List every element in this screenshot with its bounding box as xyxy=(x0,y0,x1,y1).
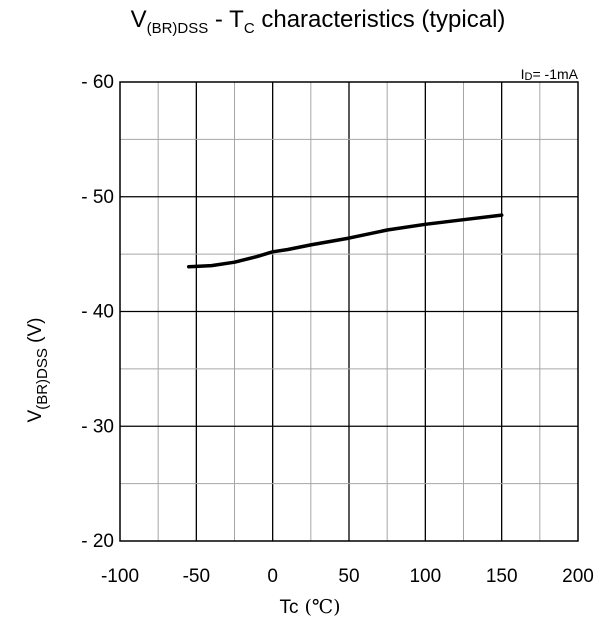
series-layer xyxy=(186,213,504,269)
y-tick-label: - 40 xyxy=(81,302,114,323)
x-axis-label: Tc (℃) xyxy=(279,596,340,618)
x-tick-label: -50 xyxy=(183,566,210,587)
y-tick-label: - 50 xyxy=(81,187,114,208)
x-tick-label: -100 xyxy=(101,566,139,587)
plot-area xyxy=(119,81,579,542)
x-tick-label: 50 xyxy=(338,566,359,587)
y-tick-labels: - 60 - 50 - 40 - 30 - 20 xyxy=(81,72,114,552)
plot-frame xyxy=(119,81,579,542)
x-tick-label: 100 xyxy=(409,566,441,587)
x-tick-labels: -100 -50 0 50 100 150 200 xyxy=(101,566,594,587)
grid xyxy=(120,82,578,541)
x-tick-label: 0 xyxy=(267,566,278,587)
chart-title: V(BR)DSS - TC characteristics (typical) xyxy=(131,6,506,37)
series-line xyxy=(186,213,504,269)
y-tick-label: - 30 xyxy=(81,416,114,437)
y-axis-label: V(BR)DSS (V) xyxy=(25,318,51,423)
test-condition: ID= -1mA xyxy=(521,66,579,83)
x-tick-label: 200 xyxy=(562,566,594,587)
y-tick-label: - 60 xyxy=(81,72,114,93)
x-tick-label: 150 xyxy=(486,566,518,587)
y-tick-label: - 20 xyxy=(81,531,114,552)
